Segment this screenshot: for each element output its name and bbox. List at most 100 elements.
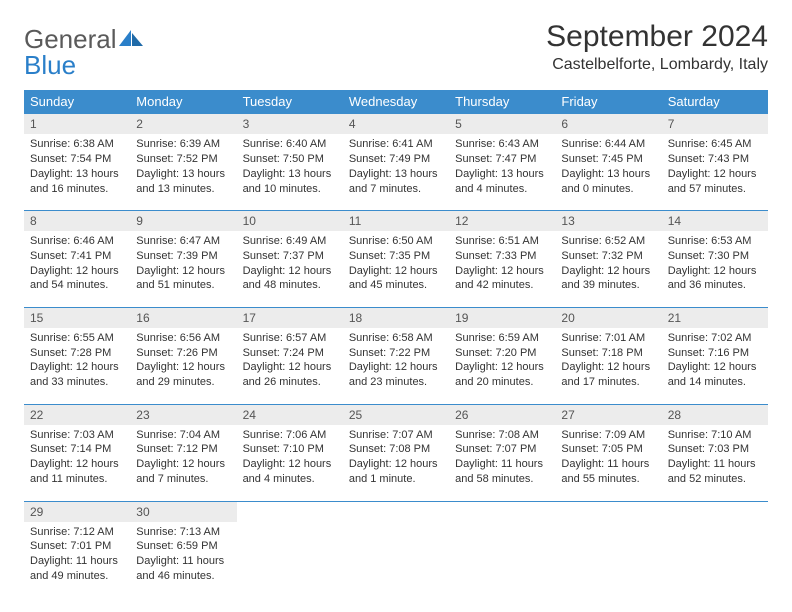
daylight-line: Daylight: 12 hours and 33 minutes. (30, 360, 124, 390)
day-number-cell: 2 (130, 114, 236, 135)
day-data-cell: Sunrise: 6:43 AMSunset: 7:47 PMDaylight:… (449, 134, 555, 204)
sunset-line: Sunset: 7:01 PM (30, 539, 124, 554)
day-data-cell: Sunrise: 6:45 AMSunset: 7:43 PMDaylight:… (662, 134, 768, 204)
day-header: Monday (130, 90, 236, 114)
sunrise-line: Sunrise: 6:39 AM (136, 137, 230, 152)
day-number-row: 2930 (24, 501, 768, 522)
day-header: Tuesday (237, 90, 343, 114)
day-data-cell: Sunrise: 6:41 AMSunset: 7:49 PMDaylight:… (343, 134, 449, 204)
daylight-line: Daylight: 12 hours and 57 minutes. (668, 167, 762, 197)
location: Castelbelforte, Lombardy, Italy (546, 56, 768, 74)
sunrise-line: Sunrise: 7:13 AM (136, 525, 230, 540)
daylight-line: Daylight: 13 hours and 0 minutes. (561, 167, 655, 197)
sunset-line: Sunset: 7:43 PM (668, 152, 762, 167)
daylight-line: Daylight: 12 hours and 23 minutes. (349, 360, 443, 390)
day-number-cell: 27 (555, 404, 661, 425)
day-data-cell (343, 522, 449, 592)
daylight-line: Daylight: 12 hours and 36 minutes. (668, 264, 762, 294)
sunset-line: Sunset: 7:35 PM (349, 249, 443, 264)
sunrise-line: Sunrise: 7:01 AM (561, 331, 655, 346)
daylight-line: Daylight: 12 hours and 17 minutes. (561, 360, 655, 390)
day-number-cell: 20 (555, 307, 661, 328)
sunset-line: Sunset: 7:10 PM (243, 442, 337, 457)
day-data-cell (662, 522, 768, 592)
day-data-row: Sunrise: 6:46 AMSunset: 7:41 PMDaylight:… (24, 231, 768, 301)
month-title: September 2024 (546, 20, 768, 54)
sunset-line: Sunset: 7:32 PM (561, 249, 655, 264)
sunset-line: Sunset: 7:18 PM (561, 346, 655, 361)
day-number-cell: 25 (343, 404, 449, 425)
sunrise-line: Sunrise: 6:47 AM (136, 234, 230, 249)
sunrise-line: Sunrise: 6:53 AM (668, 234, 762, 249)
sunrise-line: Sunrise: 6:59 AM (455, 331, 549, 346)
sunrise-line: Sunrise: 6:41 AM (349, 137, 443, 152)
daylight-line: Daylight: 13 hours and 13 minutes. (136, 167, 230, 197)
daylight-line: Daylight: 12 hours and 42 minutes. (455, 264, 549, 294)
day-data-cell: Sunrise: 6:50 AMSunset: 7:35 PMDaylight:… (343, 231, 449, 301)
sunrise-line: Sunrise: 7:04 AM (136, 428, 230, 443)
day-number-row: 15161718192021 (24, 307, 768, 328)
sunset-line: Sunset: 7:16 PM (668, 346, 762, 361)
day-data-cell: Sunrise: 6:55 AMSunset: 7:28 PMDaylight:… (24, 328, 130, 398)
day-header: Wednesday (343, 90, 449, 114)
daylight-line: Daylight: 12 hours and 14 minutes. (668, 360, 762, 390)
day-number-cell: 17 (237, 307, 343, 328)
day-data-cell: Sunrise: 6:47 AMSunset: 7:39 PMDaylight:… (130, 231, 236, 301)
sunrise-line: Sunrise: 7:06 AM (243, 428, 337, 443)
sunset-line: Sunset: 7:52 PM (136, 152, 230, 167)
sunset-line: Sunset: 7:33 PM (455, 249, 549, 264)
sunrise-line: Sunrise: 6:56 AM (136, 331, 230, 346)
day-number-cell: 6 (555, 114, 661, 135)
day-number-cell (343, 501, 449, 522)
day-data-cell: Sunrise: 6:46 AMSunset: 7:41 PMDaylight:… (24, 231, 130, 301)
sunset-line: Sunset: 7:14 PM (30, 442, 124, 457)
sunrise-line: Sunrise: 7:10 AM (668, 428, 762, 443)
sunrise-line: Sunrise: 7:12 AM (30, 525, 124, 540)
day-data-cell: Sunrise: 7:10 AMSunset: 7:03 PMDaylight:… (662, 425, 768, 495)
sunset-line: Sunset: 7:45 PM (561, 152, 655, 167)
day-data-cell: Sunrise: 6:49 AMSunset: 7:37 PMDaylight:… (237, 231, 343, 301)
logo-text: General Blue (24, 26, 145, 78)
day-header: Sunday (24, 90, 130, 114)
daylight-line: Daylight: 12 hours and 7 minutes. (136, 457, 230, 487)
day-number-cell: 21 (662, 307, 768, 328)
day-number-cell: 14 (662, 210, 768, 231)
day-number-cell: 23 (130, 404, 236, 425)
day-data-cell: Sunrise: 7:08 AMSunset: 7:07 PMDaylight:… (449, 425, 555, 495)
daylight-line: Daylight: 12 hours and 20 minutes. (455, 360, 549, 390)
logo: General Blue (24, 26, 145, 78)
sunset-line: Sunset: 7:28 PM (30, 346, 124, 361)
day-data-cell: Sunrise: 7:12 AMSunset: 7:01 PMDaylight:… (24, 522, 130, 592)
day-header: Saturday (662, 90, 768, 114)
day-number-cell: 16 (130, 307, 236, 328)
daylight-line: Daylight: 12 hours and 54 minutes. (30, 264, 124, 294)
day-number-cell: 22 (24, 404, 130, 425)
sunrise-line: Sunrise: 6:45 AM (668, 137, 762, 152)
sunset-line: Sunset: 6:59 PM (136, 539, 230, 554)
day-number-cell: 7 (662, 114, 768, 135)
sunrise-line: Sunrise: 7:02 AM (668, 331, 762, 346)
sunrise-line: Sunrise: 6:49 AM (243, 234, 337, 249)
day-data-cell (237, 522, 343, 592)
daylight-line: Daylight: 12 hours and 29 minutes. (136, 360, 230, 390)
sunset-line: Sunset: 7:07 PM (455, 442, 549, 457)
logo-word-2: Blue (24, 50, 76, 80)
sunset-line: Sunset: 7:20 PM (455, 346, 549, 361)
day-data-cell: Sunrise: 6:58 AMSunset: 7:22 PMDaylight:… (343, 328, 449, 398)
day-data-cell: Sunrise: 6:38 AMSunset: 7:54 PMDaylight:… (24, 134, 130, 204)
sunset-line: Sunset: 7:30 PM (668, 249, 762, 264)
sunset-line: Sunset: 7:37 PM (243, 249, 337, 264)
daylight-line: Daylight: 13 hours and 7 minutes. (349, 167, 443, 197)
day-number-cell: 5 (449, 114, 555, 135)
day-header-row: SundayMondayTuesdayWednesdayThursdayFrid… (24, 90, 768, 114)
day-data-cell: Sunrise: 7:02 AMSunset: 7:16 PMDaylight:… (662, 328, 768, 398)
day-data-row: Sunrise: 6:55 AMSunset: 7:28 PMDaylight:… (24, 328, 768, 398)
day-number-cell: 10 (237, 210, 343, 231)
day-number-cell (449, 501, 555, 522)
day-data-cell: Sunrise: 6:40 AMSunset: 7:50 PMDaylight:… (237, 134, 343, 204)
day-number-cell: 15 (24, 307, 130, 328)
sunrise-line: Sunrise: 6:46 AM (30, 234, 124, 249)
sunrise-line: Sunrise: 7:07 AM (349, 428, 443, 443)
day-number-cell: 19 (449, 307, 555, 328)
day-data-cell: Sunrise: 7:04 AMSunset: 7:12 PMDaylight:… (130, 425, 236, 495)
